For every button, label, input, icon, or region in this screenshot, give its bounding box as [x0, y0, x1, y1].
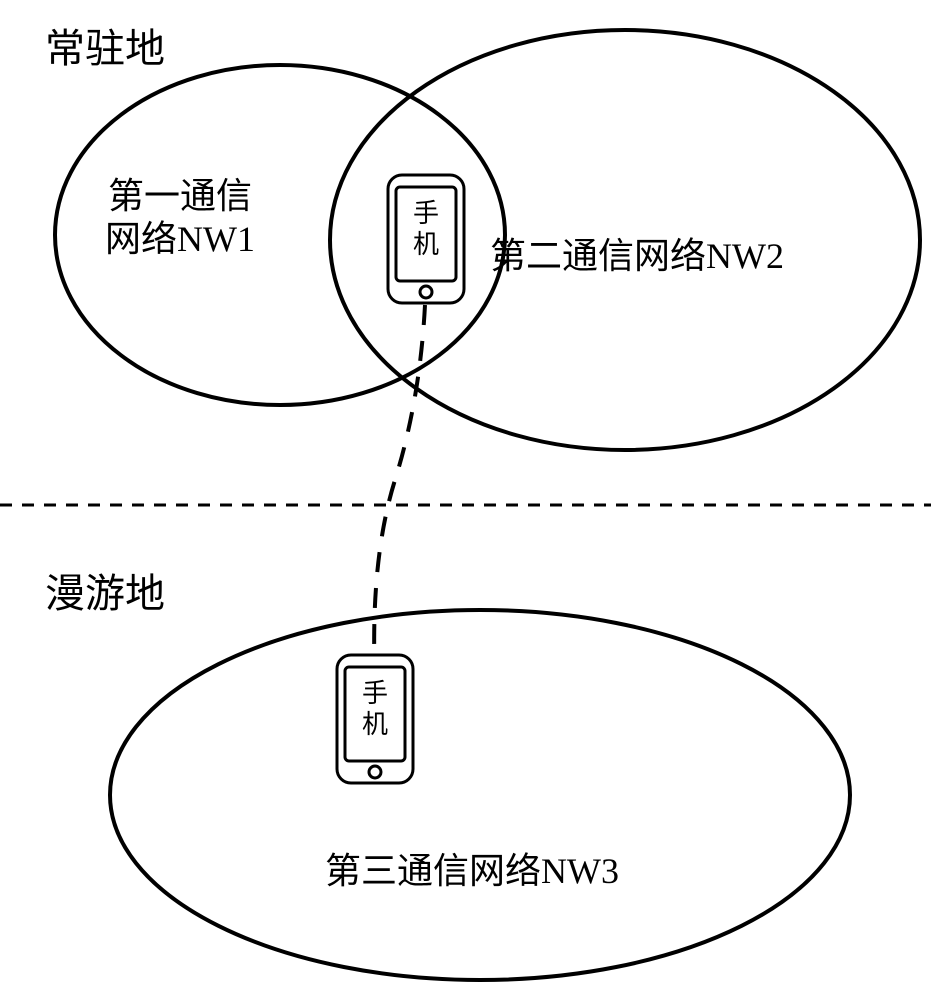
phone-bottom-label: 手 机	[362, 678, 388, 740]
phone-top-label: 手 机	[413, 198, 439, 260]
region-top-label: 常驻地	[45, 25, 165, 73]
nw1-label: 第一通信 网络NW1	[105, 175, 255, 261]
nw2-label: 第二通信网络NW2	[490, 235, 784, 278]
ellipse-nw3	[110, 610, 850, 980]
nw3-label: 第三通信网络NW3	[325, 850, 619, 893]
region-bottom-label: 漫游地	[45, 570, 165, 618]
